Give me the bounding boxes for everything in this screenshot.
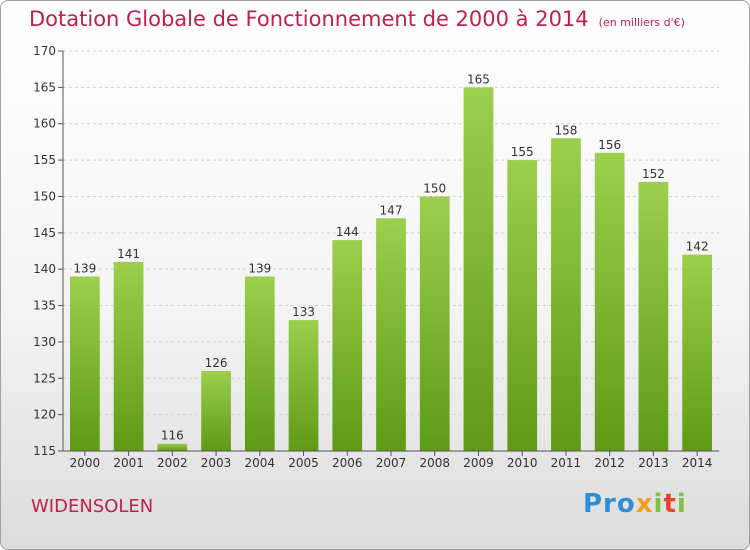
bar-value-label: 165 <box>467 72 490 86</box>
bar <box>594 152 625 451</box>
y-tick-label: 125 <box>33 371 56 385</box>
x-tick-label: 2009 <box>463 456 494 470</box>
x-tick-label: 2002 <box>157 456 188 470</box>
bar <box>113 261 144 451</box>
x-tick-label: 2005 <box>288 456 319 470</box>
bar <box>419 196 450 451</box>
x-tick-label: 2013 <box>638 456 669 470</box>
x-tick-label: 2007 <box>376 456 407 470</box>
bar <box>507 160 538 451</box>
y-tick-label: 160 <box>33 117 56 131</box>
logo-part-2: x <box>635 489 654 519</box>
bar <box>376 218 406 451</box>
bar-value-label: 126 <box>205 356 228 370</box>
bar-value-label: 156 <box>598 138 621 152</box>
bar <box>69 276 100 451</box>
x-tick-label: 2004 <box>245 456 276 470</box>
logo-part-5: i <box>676 489 687 519</box>
x-tick-label: 2008 <box>419 456 450 470</box>
chart-subtitle: (en milliers d'€) <box>598 16 685 29</box>
commune-name: WIDENSOLEN <box>31 496 154 517</box>
x-tick-label: 2003 <box>201 456 232 470</box>
bar <box>288 320 319 451</box>
bar-value-label: 141 <box>117 247 140 261</box>
bar-value-label: 133 <box>292 305 315 319</box>
proxiti-logo[interactable]: Proxiti <box>583 489 687 519</box>
bar <box>332 240 363 451</box>
y-tick-label: 130 <box>33 335 56 349</box>
bar-layer: 139 141 116 126 139 133 144 147 150 165 155 158 156 1… <box>69 72 713 452</box>
chart-title-text: Dotation Globale de Fonctionnement de 20… <box>29 7 589 31</box>
y-tick-label: 115 <box>33 444 56 458</box>
x-tick-label: 2001 <box>113 456 144 470</box>
bar-value-label: 142 <box>686 240 709 254</box>
y-tick-label: 170 <box>33 44 56 58</box>
bar <box>551 138 581 452</box>
bar <box>463 87 494 451</box>
y-tick-label: 140 <box>33 262 56 276</box>
bar-value-label: 147 <box>380 203 403 217</box>
x-tick-label: 2010 <box>507 456 538 470</box>
y-tick-label: 155 <box>33 153 56 167</box>
x-tick-label: 2011 <box>551 456 582 470</box>
x-tick-label: 2000 <box>70 456 101 470</box>
logo-part-1: Pro <box>583 489 636 519</box>
bar-value-label: 139 <box>73 261 96 275</box>
bar <box>244 276 275 451</box>
bar-value-label: 155 <box>511 145 534 159</box>
bar-value-label: 139 <box>248 261 271 275</box>
bar <box>638 181 669 451</box>
y-tick-label: 165 <box>33 80 56 94</box>
x-tick-label: 2006 <box>332 456 363 470</box>
bar <box>201 371 231 451</box>
bar <box>157 443 188 451</box>
bar <box>682 254 713 451</box>
axis-layer: 115 120 125 130 135 140 145 150 155 160 165 170 2000… <box>33 44 719 470</box>
bar-value-label: 150 <box>423 181 446 195</box>
chart-title: Dotation Globale de Fonctionnement de 20… <box>29 7 685 31</box>
y-tick-label: 145 <box>33 226 56 240</box>
bar-value-label: 116 <box>161 429 184 443</box>
logo-part-3: i <box>653 489 664 519</box>
y-tick-label: 135 <box>33 299 56 313</box>
bar-value-label: 158 <box>554 123 577 137</box>
logo-part-4: t <box>663 489 677 519</box>
bar-value-label: 144 <box>336 225 359 239</box>
x-tick-label: 2014 <box>682 456 713 470</box>
bar-value-label: 152 <box>642 167 665 181</box>
y-tick-label: 150 <box>33 189 56 203</box>
y-tick-label: 120 <box>33 408 56 422</box>
x-tick-label: 2012 <box>594 456 625 470</box>
